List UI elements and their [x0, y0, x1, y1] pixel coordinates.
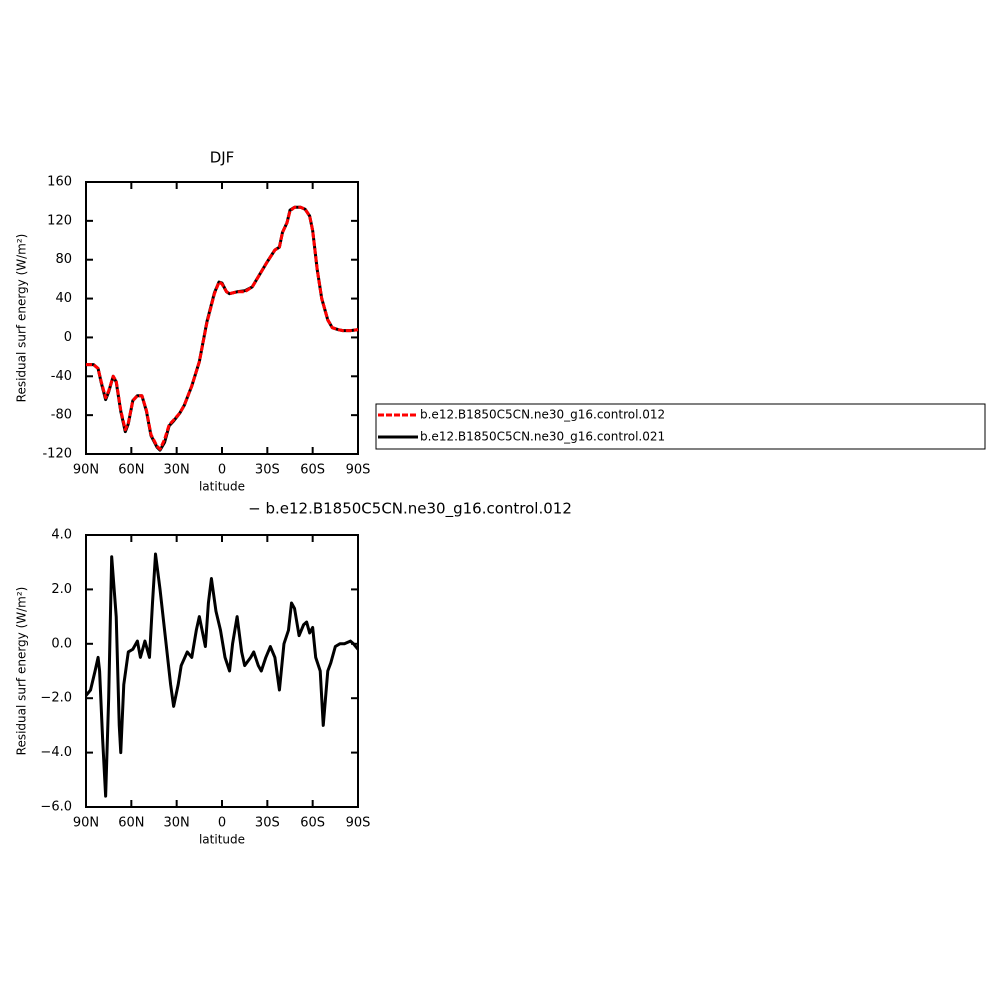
series-line: [86, 205, 359, 452]
y-tick-label: 4.0: [51, 528, 72, 543]
x-tick-label: 90S: [346, 816, 371, 831]
y-tick-label: 160: [47, 175, 72, 190]
y-tick-label: 0.0: [51, 636, 72, 651]
x-tick-label: 60S: [300, 816, 325, 831]
legend-label: b.e12.B1850C5CN.ne30_g16.control.012: [420, 408, 665, 422]
x-tick-label: 90S: [346, 463, 371, 478]
x-axis-label: latitude: [199, 480, 245, 494]
y-tick-label: −6.0: [40, 800, 72, 815]
chart-title: − b.e12.B1850C5CN.ne30_g16.control.012: [248, 500, 572, 519]
y-tick-label: 80: [55, 252, 72, 267]
series-line: [84, 552, 360, 798]
legend-label: b.e12.B1850C5CN.ne30_g16.control.021: [420, 430, 665, 444]
chart-title: DJF: [210, 149, 235, 167]
y-tick-label: 120: [47, 213, 72, 228]
x-tick-label: 90N: [73, 816, 99, 831]
series-line: [86, 205, 359, 451]
x-tick-label: 30N: [164, 463, 190, 478]
y-tick-label: 2.0: [51, 582, 72, 597]
legend-box: [375, 403, 986, 450]
x-tick-label: 0: [218, 816, 226, 831]
y-tick-label: -40: [51, 369, 72, 384]
y-tick-label: -120: [42, 447, 72, 462]
y-axis-label: Residual surf energy (W/m²): [15, 587, 29, 756]
y-tick-label: 40: [55, 291, 72, 306]
x-tick-label: 0: [218, 463, 226, 478]
x-tick-label: 30S: [255, 463, 280, 478]
x-tick-label: 30N: [164, 816, 190, 831]
y-tick-label: 0: [64, 330, 72, 345]
plot-frame: [85, 181, 359, 455]
y-tick-label: −2.0: [40, 691, 72, 706]
x-tick-label: 60N: [118, 463, 144, 478]
x-tick-label: 30S: [255, 816, 280, 831]
x-tick-label: 60N: [118, 816, 144, 831]
y-tick-label: −4.0: [40, 745, 72, 760]
x-tick-label: 90N: [73, 463, 99, 478]
x-axis-label: latitude: [199, 833, 245, 847]
x-tick-label: 60S: [300, 463, 325, 478]
y-axis-label: Residual surf energy (W/m²): [15, 234, 29, 403]
y-tick-label: -80: [51, 408, 72, 423]
